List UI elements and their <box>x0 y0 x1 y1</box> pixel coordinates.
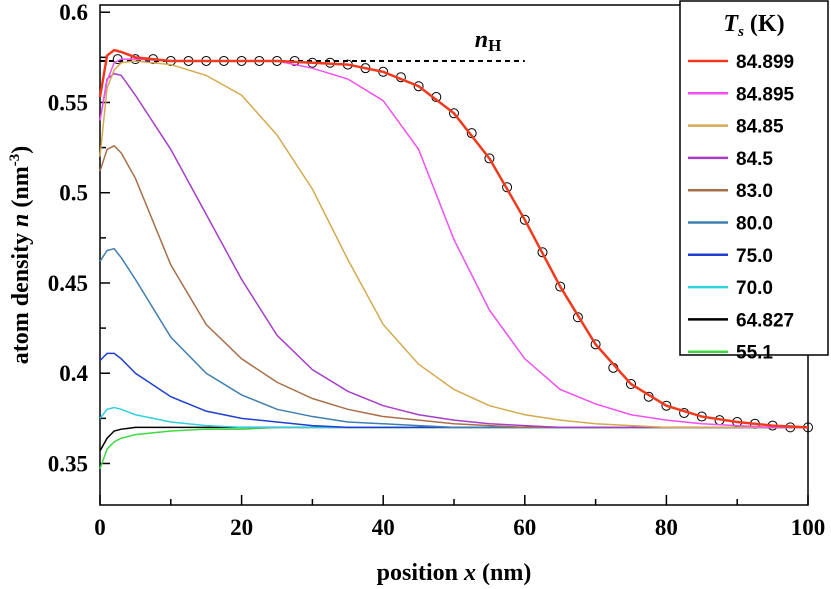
y-axis-label-part: -3 <box>7 154 23 167</box>
reference-label-part: H <box>488 36 501 55</box>
legend-title-part: (K) <box>744 11 785 37</box>
series-line <box>98 48 809 429</box>
data-marker <box>484 153 495 164</box>
y-axis-label-part: atom density <box>8 227 34 364</box>
legend-label: 84.5 <box>736 149 773 170</box>
reference-label: nH <box>475 27 502 55</box>
x-tick-label: 40 <box>372 515 395 540</box>
y-tick-label: 0.45 <box>48 271 88 296</box>
y-tick-label: 0.35 <box>48 451 88 476</box>
y-axis-label-part: ) <box>8 146 34 154</box>
legend-label: 84.85 <box>736 117 784 138</box>
y-tick-label: 0.4 <box>59 361 88 386</box>
legend-label: 70.0 <box>736 278 773 299</box>
x-tick-label: 20 <box>230 515 253 540</box>
x-axis-label-part: position <box>377 560 464 586</box>
y-axis-label: atom density n (nm-3) <box>7 146 34 365</box>
y-axis-label-part: (nm <box>8 166 34 213</box>
series-line <box>99 426 808 470</box>
data-marker <box>519 214 530 225</box>
x-axis-label-part: (nm) <box>476 560 531 586</box>
legend-label: 83.0 <box>736 181 773 202</box>
legend-label: 64.827 <box>736 310 794 331</box>
legend-title: Ts (K) <box>723 11 784 40</box>
data-marker <box>555 281 566 292</box>
x-axis-label: position x (nm) <box>377 560 532 586</box>
data-marker <box>572 312 583 323</box>
x-tick-label: 100 <box>791 515 826 540</box>
series-line <box>99 426 808 452</box>
x-tick-label: 0 <box>94 515 106 540</box>
data-marker <box>502 182 513 193</box>
series-line <box>99 58 808 429</box>
legend-title-part: T <box>723 11 739 37</box>
y-axis-label-part: n <box>8 214 34 227</box>
y-tick-label: 0.6 <box>59 0 88 25</box>
data-marker <box>626 379 636 390</box>
data-marker <box>537 247 548 258</box>
legend-label: 84.899 <box>736 52 794 73</box>
x-axis-label-part: x <box>463 560 476 586</box>
legend-label: 84.895 <box>736 84 795 105</box>
y-tick-label: 0.55 <box>48 90 88 115</box>
y-tick-label: 0.5 <box>59 181 88 206</box>
legend-title-part: s <box>737 24 744 40</box>
data-marker <box>449 108 459 119</box>
data-marker <box>590 339 601 350</box>
legend-label: 55.1 <box>736 343 773 364</box>
x-tick-label: 60 <box>513 515 536 540</box>
data-marker <box>661 400 672 411</box>
legend-label: 75.0 <box>736 246 773 267</box>
reference-label-part: n <box>475 27 488 53</box>
series-line <box>99 60 808 429</box>
data-marker <box>413 81 424 92</box>
x-tick-label: 80 <box>655 515 678 540</box>
legend-label: 80.0 <box>736 214 773 235</box>
